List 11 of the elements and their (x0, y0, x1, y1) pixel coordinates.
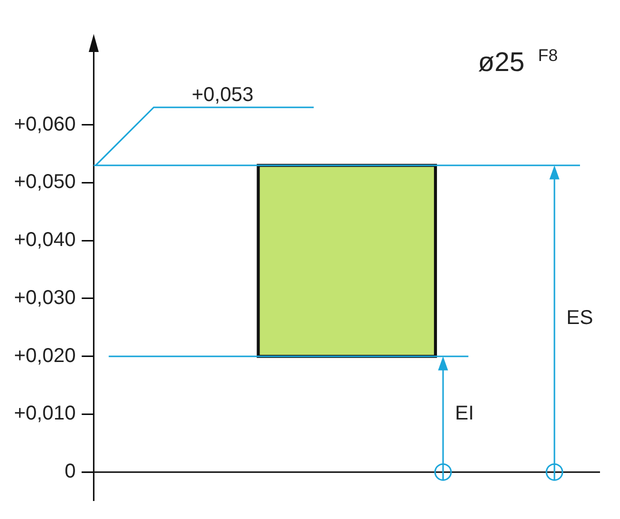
y-tick-label: +0,060 (14, 113, 76, 136)
chart-title: ø25 $^{F8}$ (478, 46, 558, 78)
y-tick-label: +0,040 (14, 229, 76, 252)
y-tick-label: +0,030 (14, 286, 76, 309)
y-tick-label: 0 (64, 460, 76, 483)
y-tick-label: +0,050 (14, 171, 76, 194)
y-tick-label: +0,020 (14, 344, 76, 367)
annotation: ES (566, 307, 594, 330)
ref-line-label: +0,053 (192, 84, 254, 106)
y-tick-label: +0,010 (14, 402, 76, 425)
annotation: EI (455, 402, 474, 425)
